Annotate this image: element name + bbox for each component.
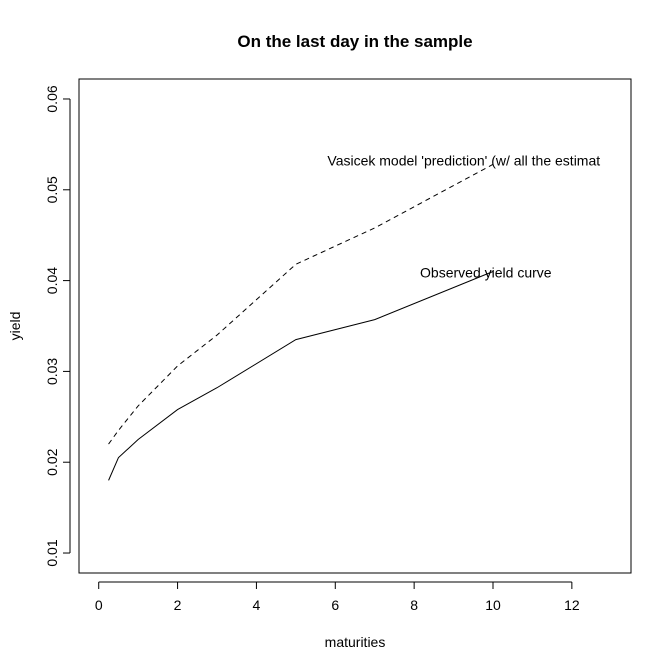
y-tick-label: 0.05 (44, 176, 60, 203)
x-tick-label: 10 (485, 597, 501, 613)
y-tick-label: 0.04 (44, 267, 60, 294)
y-tick-label: 0.06 (44, 85, 60, 112)
y-tick-label: 0.01 (44, 539, 60, 566)
x-tick-label: 8 (410, 597, 418, 613)
annotation-layer: Vasicek model 'prediction' (w/ all the e… (327, 153, 600, 281)
x-tick-label: 12 (564, 597, 580, 613)
x-axis: 0 2 4 6 8 10 12 (95, 581, 580, 613)
y-axis: 0.01 0.02 0.03 0.04 0.05 0.06 (44, 85, 71, 567)
x-tick-label: 4 (253, 597, 261, 613)
x-tick-label: 6 (331, 597, 339, 613)
series-line-solid (108, 271, 494, 481)
plot-frame (78, 78, 632, 574)
x-tick-label: 2 (174, 597, 182, 613)
annotation-label: Observed yield curve (420, 264, 552, 280)
y-tick-label: 0.03 (44, 358, 60, 385)
y-axis-label: yield (7, 312, 23, 341)
annotation-label: Vasicek model 'prediction' (w/ all the e… (327, 153, 600, 169)
chart-title: On the last day in the sample (237, 32, 472, 51)
series-line-dashed (108, 163, 494, 445)
y-tick-label: 0.02 (44, 448, 60, 475)
x-tick-label: 0 (95, 597, 103, 613)
series-layer (108, 163, 494, 481)
x-axis-label: maturities (325, 634, 386, 650)
